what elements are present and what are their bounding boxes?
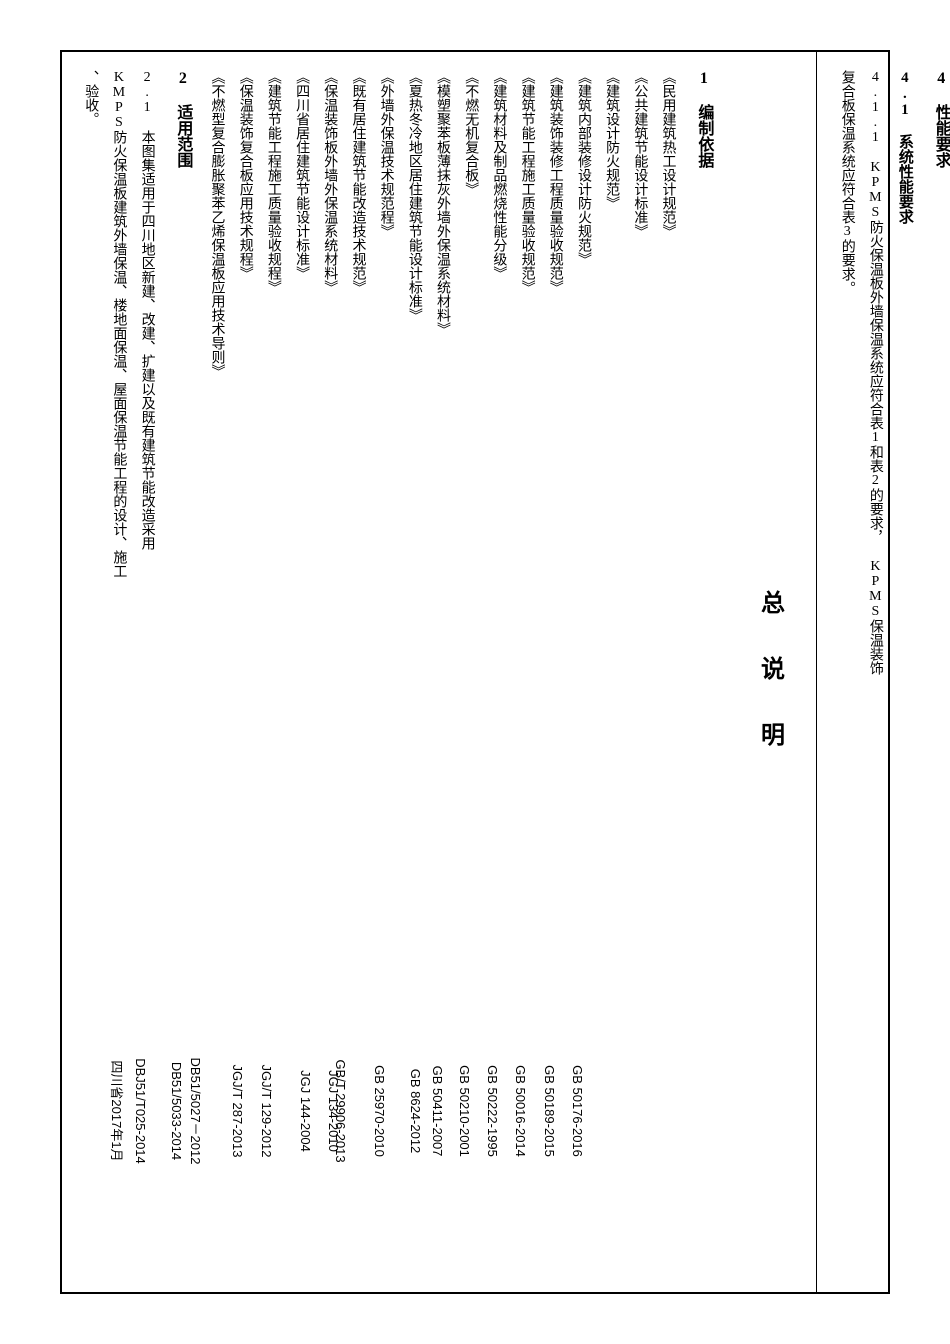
main-columns: 总 说 明 1 编制依据 《民用建筑热工设计规范》GB 50176-2016 《… — [60, 50, 950, 1294]
standard-item: 《建筑设计防火规范》GB 50016-2014 — [599, 70, 624, 1274]
paragraph-text: 复合板保温系统应符合表3的要求。 — [835, 70, 860, 1274]
standard-item: 《建筑内部装修设计防火规范》GB 50222-1995 — [571, 70, 596, 1274]
standard-item: 《保温装饰板外墙外保温系统材料》JGJ/T 287-2013 — [317, 70, 342, 1274]
paragraph-text: 、验收。 — [78, 70, 103, 1274]
section-4-heading: 4 性能要求 — [926, 70, 950, 1274]
document-title: 总 说 明 — [747, 70, 790, 1274]
standard-item: 《不燃型复合膨胀聚苯乙烯保温板应用技术导则》四川省2017年1月 — [204, 70, 229, 1274]
standard-item: 《夏热冬冷地区居住建筑节能设计标准》JGJ 134-2010 — [402, 70, 427, 1274]
standard-item: 《不燃无机复合板》GB 25970-2010 — [458, 70, 483, 1274]
standard-item: 《既有居住建筑节能改造技术规范》JGJ/T 129-2012 — [345, 70, 370, 1274]
standard-item: 《建筑装饰装修工程质量验收规范》GB 50210-2001 — [543, 70, 568, 1274]
standard-item: 《保温装饰复合板应用技术规程》DBJ51/T025-2014 — [233, 70, 258, 1274]
standard-item: 《建筑节能工程施工质量验收规程》DB51/5033-2014 — [261, 70, 286, 1274]
standard-item: 《建筑节能工程施工质量验收规范》GB 50411-2007 — [514, 70, 539, 1274]
subsection-heading: 4.1 系统性能要求 — [891, 70, 918, 1274]
paragraph-text: 4.1.1 KPMS防火保温板外墙保温系统应符合表1和表2的要求， KPMS保温… — [863, 70, 888, 1274]
left-column: 总 说 明 1 编制依据 《民用建筑热工设计规范》GB 50176-2016 《… — [60, 50, 816, 1294]
page-content: 总 说 明 1 编制依据 《民用建筑热工设计规范》GB 50176-2016 《… — [60, 50, 890, 1294]
standard-item: 《建筑材料及制品燃烧性能分级》GB 8624-2012 — [486, 70, 511, 1274]
section-1-heading: 1 编制依据 — [689, 70, 718, 1274]
standard-item: 《外墙外保温技术规范程》JGJ 144-2004 — [373, 70, 398, 1274]
right-column: 2.2 抗震设防烈度在8度及8度以下地区的建筑物。 2.3 基层墙体可以为钢筋混… — [816, 50, 950, 1294]
standard-item: 《四川省居住建筑节能设计标准》DB51/5027－2012 — [289, 70, 314, 1274]
standard-item: 《民用建筑热工设计规范》GB 50176-2016 — [655, 70, 680, 1274]
standard-item: 《公共建筑节能设计标准》GB 50189-2015 — [627, 70, 652, 1274]
standard-item: 《模塑聚苯板薄抹灰外墙外保温系统材料》GB/T 29906-2013 — [430, 70, 455, 1274]
